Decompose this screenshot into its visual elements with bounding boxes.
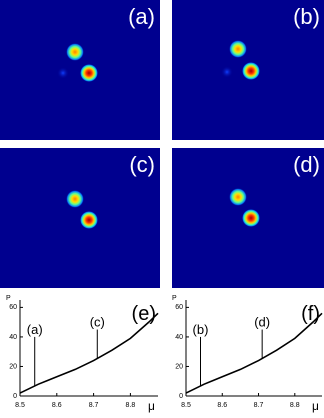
y-tick-label: 40 <box>9 334 17 341</box>
panel-label: (a) <box>128 4 155 29</box>
panel-label: (e) <box>132 303 156 325</box>
y-tick-label: 60 <box>9 304 17 311</box>
heatmap-a <box>0 0 160 140</box>
panel-label: (f) <box>301 303 320 325</box>
y-tick-label: 0 <box>179 393 183 400</box>
line <box>185 312 323 394</box>
y-tick-label: 60 <box>175 304 183 311</box>
x-tick-label: 8.6 <box>217 402 227 409</box>
panel-label: (c) <box>129 152 155 177</box>
y-axis-label: P <box>6 295 11 302</box>
x-tick-label: 8.7 <box>89 402 99 409</box>
x-tick-label: 8.7 <box>254 402 264 409</box>
y-tick-label: 20 <box>9 363 17 370</box>
annotation: (d) <box>254 315 270 330</box>
x-tick-label: 8.5 <box>15 402 25 409</box>
y-tick-label: 40 <box>175 334 183 341</box>
heatmap-d <box>172 148 324 288</box>
y-axis-label: P <box>172 295 177 302</box>
x-tick-label: 8.5 <box>181 402 191 409</box>
annotation: (a) <box>27 322 43 337</box>
x-axis-label: μ <box>312 399 319 413</box>
x-tick-label: 8.6 <box>52 402 62 409</box>
panel-label: (b) <box>293 4 320 29</box>
annotation: (c) <box>90 315 105 330</box>
heatmap-b <box>172 0 324 140</box>
panel-label: (d) <box>293 152 320 177</box>
y-tick-label: 20 <box>175 363 183 370</box>
x-axis-label: μ <box>148 399 155 413</box>
y-tick-label: 0 <box>13 393 17 400</box>
x-tick-label: 8.8 <box>290 402 300 409</box>
x-tick-label: 8.8 <box>126 402 136 409</box>
line <box>19 312 159 394</box>
heatmap-c <box>0 148 160 288</box>
annotation: (b) <box>193 322 209 337</box>
